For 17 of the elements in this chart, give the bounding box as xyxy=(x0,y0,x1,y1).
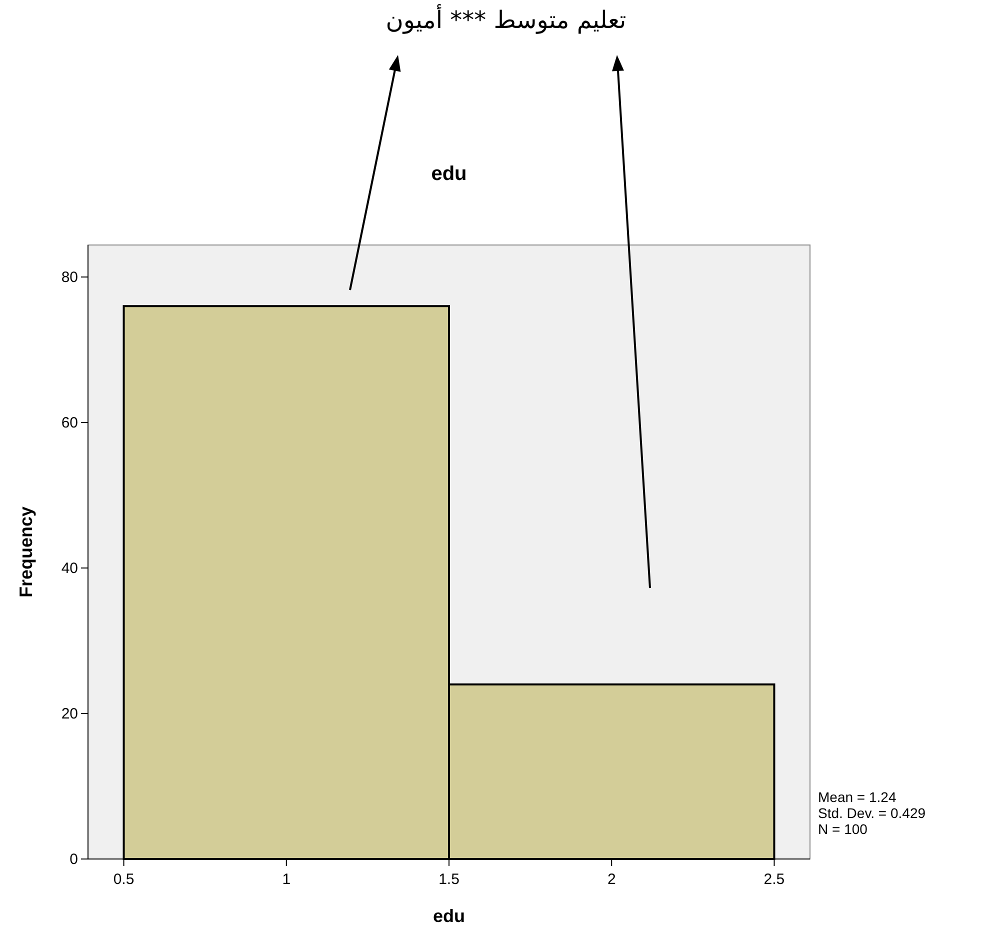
x-tick-label: 2 xyxy=(607,871,616,888)
y-tick-label: 80 xyxy=(61,269,78,286)
x-tick-label: 0.5 xyxy=(113,871,134,888)
y-axis-title: Frequency xyxy=(16,506,36,598)
x-axis-title: edu xyxy=(432,906,466,926)
x-tick-label: 2.5 xyxy=(764,871,785,888)
text: تعليم متوسط *** أميون xyxy=(386,4,626,34)
chart-title: edu xyxy=(431,163,467,185)
y-tick-label: 0 xyxy=(70,851,78,868)
y-tick-label: 40 xyxy=(61,560,78,578)
text: Mean = 1.24 xyxy=(818,789,896,805)
y-tick-label: 20 xyxy=(61,706,78,722)
text: Std. Dev. = 0.429 xyxy=(818,805,926,821)
x-tick-label: 1.5 xyxy=(438,871,460,888)
y-tick-label: 60 xyxy=(61,414,78,432)
text: N = 100 xyxy=(818,821,868,837)
x-tick-label: 1 xyxy=(282,871,291,888)
